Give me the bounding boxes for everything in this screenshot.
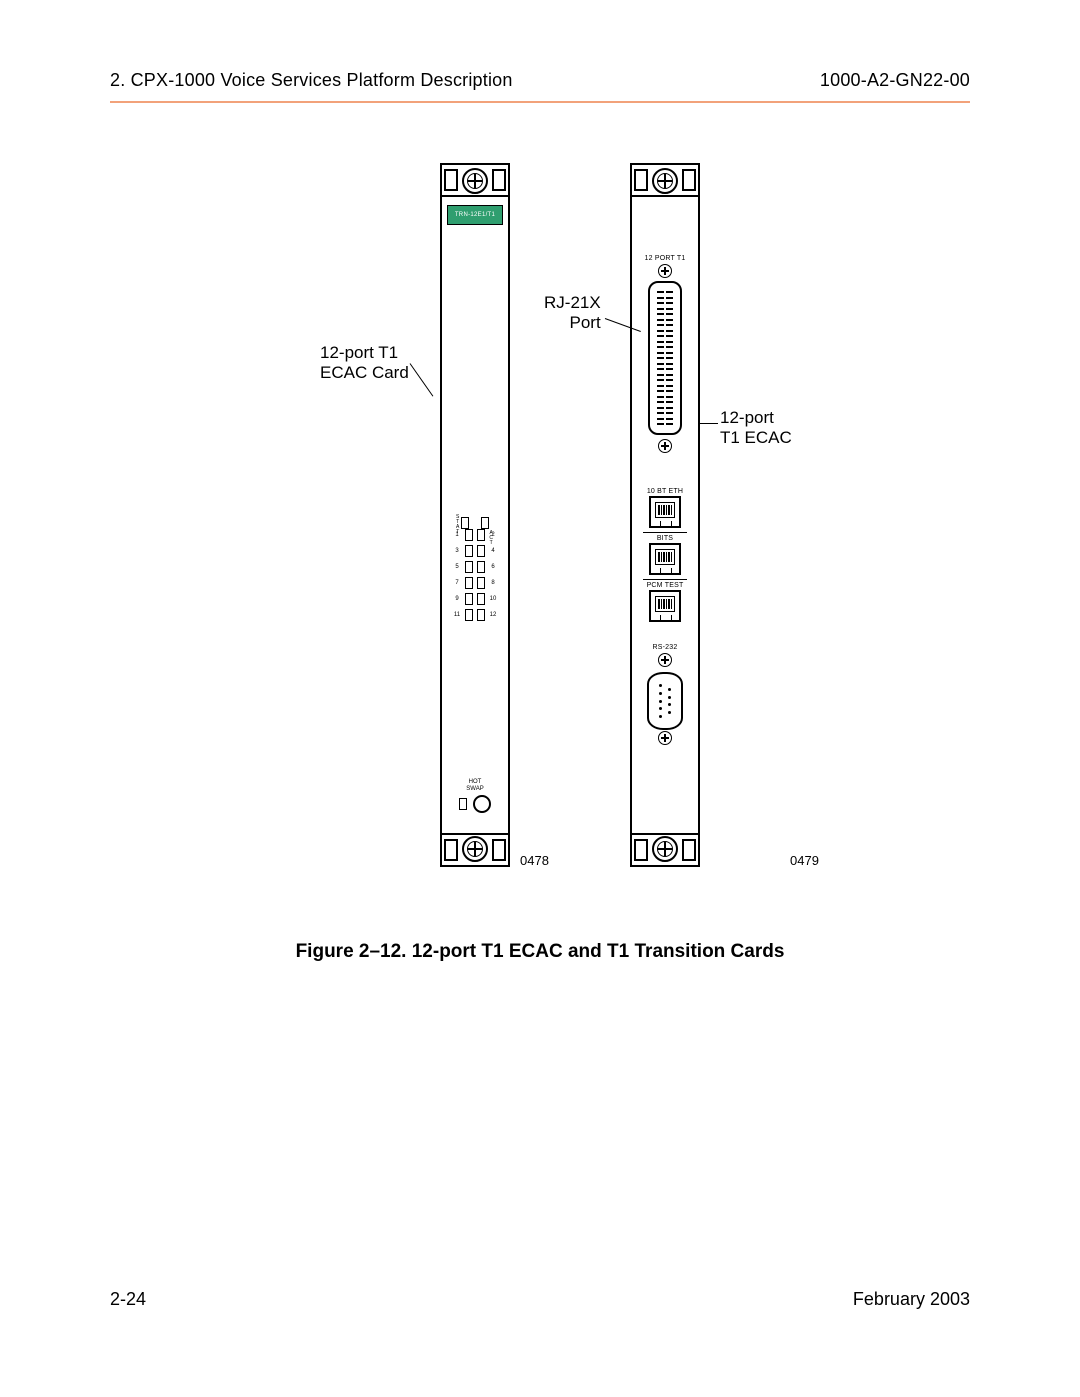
stat-label: STAT bbox=[456, 515, 459, 535]
rj45-connector-icon bbox=[649, 496, 681, 528]
latch-tab bbox=[682, 839, 696, 861]
cardB-bottom-bracket bbox=[632, 833, 698, 865]
port-label: 12 PORT T1 bbox=[645, 255, 686, 262]
led bbox=[481, 517, 489, 529]
port-label: PCM TEST bbox=[643, 579, 687, 589]
cardB-port-stack: 12 PORT T1 10 BT ETH BITS PCM TEST bbox=[632, 253, 698, 748]
db9-connector-icon bbox=[647, 672, 683, 730]
hotswap-label-1: HOT bbox=[450, 779, 500, 786]
led bbox=[461, 517, 469, 529]
transition-card-front: 12 PORT T1 10 BT ETH BITS PCM TEST bbox=[630, 163, 700, 867]
header-right: 1000-A2-GN22-00 bbox=[820, 70, 970, 91]
led bbox=[465, 593, 473, 605]
led bbox=[477, 593, 485, 605]
hot-swap-section: HOT SWAP bbox=[450, 779, 500, 813]
latch-tab bbox=[634, 839, 648, 861]
led-num: 3 bbox=[453, 548, 461, 554]
rj21x-connector-icon bbox=[648, 281, 682, 435]
led bbox=[477, 561, 485, 573]
latch-tab bbox=[682, 169, 696, 191]
page-footer: 2-24 February 2003 bbox=[110, 1289, 970, 1310]
led-num: 11 bbox=[453, 612, 461, 618]
rj45-connector-icon bbox=[649, 543, 681, 575]
screw-icon bbox=[652, 168, 678, 194]
card-chip-label: TRN-12E1/T1 bbox=[447, 205, 503, 225]
jackscrew-icon bbox=[658, 731, 672, 745]
figure-id-b: 0479 bbox=[790, 853, 819, 868]
led-num: 5 bbox=[453, 564, 461, 570]
ecac-card-front: TRN-12E1/T1 STAT ACT 12 34 56 78 910 111… bbox=[440, 163, 510, 867]
callout-rj21: RJ-21X Port bbox=[544, 293, 601, 333]
led bbox=[459, 798, 467, 810]
led-num: 7 bbox=[453, 580, 461, 586]
footer-left: 2-24 bbox=[110, 1289, 146, 1310]
led-num: 6 bbox=[489, 564, 497, 570]
header-left: 2. CPX-1000 Voice Services Platform Desc… bbox=[110, 70, 513, 91]
jackscrew-icon bbox=[658, 439, 672, 453]
leader-line bbox=[700, 423, 718, 424]
leader-line bbox=[410, 363, 434, 396]
page-header: 2. CPX-1000 Voice Services Platform Desc… bbox=[110, 70, 970, 91]
led bbox=[465, 577, 473, 589]
latch-tab bbox=[444, 839, 458, 861]
figure-caption: Figure 2–12. 12-port T1 ECAC and T1 Tran… bbox=[110, 941, 970, 963]
led bbox=[477, 577, 485, 589]
cardA-bottom-bracket bbox=[442, 833, 508, 865]
cardB-top-bracket bbox=[632, 165, 698, 197]
hotswap-label-2: SWAP bbox=[450, 786, 500, 793]
latch-tab bbox=[492, 169, 506, 191]
latch-tab bbox=[634, 169, 648, 191]
figure-id-a: 0478 bbox=[520, 853, 549, 868]
led-grid: STAT ACT 12 34 56 78 910 1112 bbox=[452, 515, 498, 623]
led bbox=[477, 609, 485, 621]
jackscrew-icon bbox=[658, 264, 672, 278]
led bbox=[465, 545, 473, 557]
cardA-top-bracket bbox=[442, 165, 508, 197]
led-num: 8 bbox=[489, 580, 497, 586]
port-label: 10 BT ETH bbox=[647, 488, 683, 495]
screw-icon bbox=[462, 836, 488, 862]
led-num: 4 bbox=[489, 548, 497, 554]
figure-area: TRN-12E1/T1 STAT ACT 12 3 4 5 6 7 8 9 10 11 1… bbox=[110, 163, 970, 923]
rj45-connector-icon bbox=[649, 590, 681, 622]
led bbox=[465, 561, 473, 573]
latch-tab bbox=[492, 839, 506, 861]
led-num: 9 bbox=[453, 596, 461, 602]
jackscrew-icon bbox=[658, 653, 672, 667]
eject-hole-icon bbox=[473, 795, 491, 813]
callout-ecac-card: 12-port T1 ECAC Card bbox=[320, 343, 409, 383]
footer-right: February 2003 bbox=[853, 1289, 970, 1310]
port-label: BITS bbox=[643, 532, 687, 542]
led bbox=[477, 545, 485, 557]
header-rule bbox=[110, 101, 970, 103]
port-label: RS-232 bbox=[653, 644, 678, 651]
screw-icon bbox=[652, 836, 678, 862]
led-num: 10 bbox=[489, 596, 497, 602]
latch-tab bbox=[444, 169, 458, 191]
callout-t1ecac: 12-port T1 ECAC bbox=[720, 408, 792, 448]
led bbox=[465, 609, 473, 621]
led-num: 12 bbox=[489, 612, 497, 618]
screw-icon bbox=[462, 168, 488, 194]
act-label: ACT bbox=[489, 531, 493, 546]
